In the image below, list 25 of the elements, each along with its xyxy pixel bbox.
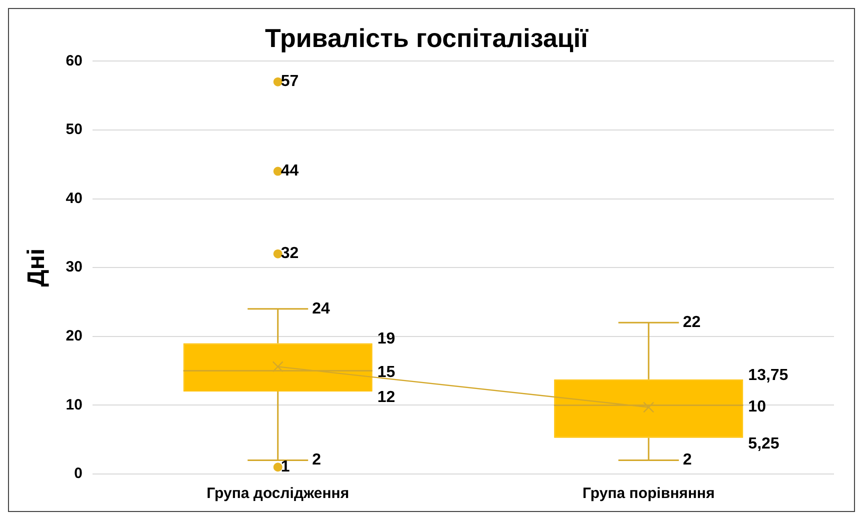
y-tick-label: 60 <box>66 52 82 70</box>
x-tick-label: Група порівняння <box>582 485 715 502</box>
x-tick-label: Група дослідження <box>206 485 350 502</box>
data-label: 57 <box>280 73 299 90</box>
y-tick-label: 40 <box>66 190 82 207</box>
y-axis-title: Дні <box>23 248 50 287</box>
annotation: 19 <box>377 330 396 348</box>
y-tick-label: 10 <box>66 396 82 414</box>
annotation: 13,75 <box>748 366 788 384</box>
y-tick-label: 20 <box>66 328 82 345</box>
chart-title: Тривалість госпіталізації <box>265 22 589 53</box>
annotation: 2 <box>312 452 322 469</box>
annotation: 10 <box>748 398 766 416</box>
data-label: 1 <box>280 458 290 476</box>
y-tick-label: 50 <box>66 121 82 138</box>
data-label: 44 <box>280 162 299 180</box>
annotation: 15 <box>377 364 396 382</box>
annotation: 22 <box>682 314 701 332</box>
annotation: 5,25 <box>748 435 780 452</box>
data-label: 32 <box>280 245 299 262</box>
annotation: 2 <box>682 452 692 469</box>
annotation: 24 <box>312 300 330 318</box>
annotation: 12 <box>377 388 396 406</box>
y-tick-label: 0 <box>74 465 82 482</box>
y-tick-label: 30 <box>66 258 82 276</box>
